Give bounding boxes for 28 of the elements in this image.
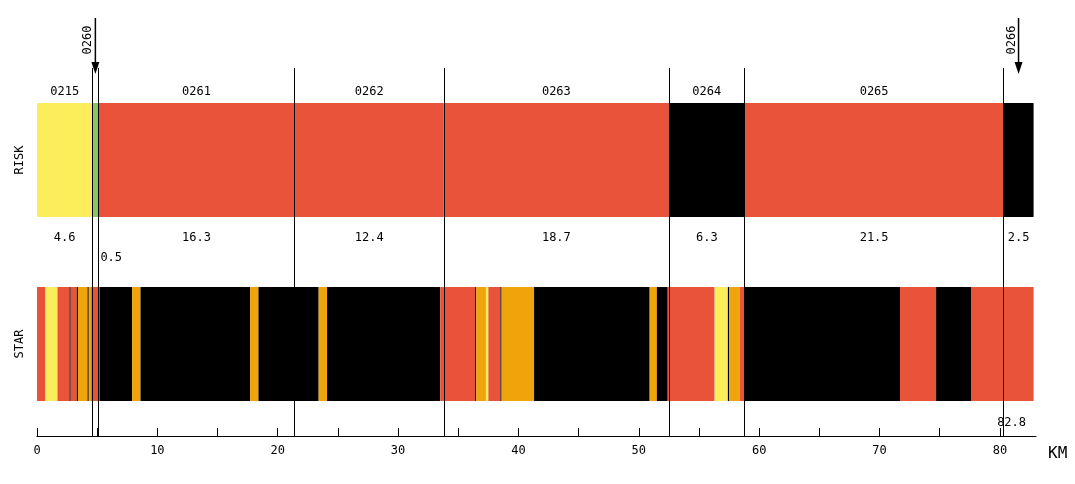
text: 0266 [1003, 25, 1018, 55]
annotation: 21.5 [859, 230, 889, 244]
annotation: 12.4 [354, 230, 384, 244]
x-tick-label: 50 [631, 443, 647, 457]
x-tick-label: 60 [751, 443, 767, 457]
annotation: 0264 [692, 84, 722, 98]
annotation: 6.3 [695, 230, 718, 244]
annotation: 18.7 [541, 230, 571, 244]
annotation: 4.6 [53, 230, 76, 244]
x-tick-label: 70 [872, 443, 887, 457]
annotation: 16.3 [182, 230, 211, 244]
text: 0260 [80, 25, 95, 55]
annotation: 2.5 [1007, 230, 1030, 244]
x-tick-label: 30 [390, 443, 406, 457]
x-tick-label: 0 [33, 443, 41, 457]
x-tick-label: 40 [511, 443, 526, 457]
annotation: 0265 [859, 84, 889, 98]
annotation: 0263 [541, 84, 571, 98]
y-tick-label: STAR [12, 328, 26, 359]
annotation: 0261 [182, 84, 211, 98]
x-tick-label: 20 [270, 443, 285, 457]
y-tick-label: RISK [12, 144, 26, 175]
annotation: 0.5 [100, 250, 123, 264]
x-axis-title: KM [1048, 442, 1068, 462]
annotation: 0262 [354, 84, 384, 98]
x-tick-label: 80 [992, 443, 1008, 457]
annotation: 0215 [50, 84, 80, 98]
x-tick-label: 10 [150, 443, 165, 457]
